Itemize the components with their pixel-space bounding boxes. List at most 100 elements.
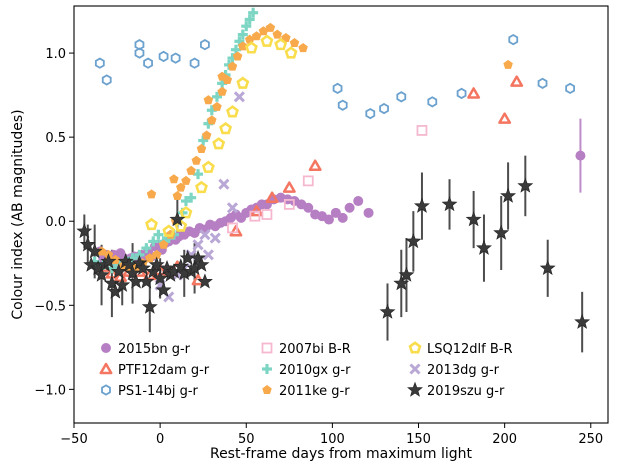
data-point	[196, 273, 213, 289]
data-point	[238, 41, 248, 51]
data-point	[162, 224, 176, 237]
x-tick-label: 250	[578, 432, 603, 447]
data-point	[248, 7, 259, 18]
data-point	[148, 256, 165, 272]
legend-label: 2011ke g-r	[279, 384, 350, 399]
y-axis-label: Colour index (AB magnitudes)	[10, 109, 26, 319]
data-point	[86, 243, 103, 259]
data-point	[203, 95, 214, 105]
data-point	[169, 211, 186, 227]
data-point	[565, 82, 575, 95]
data-point	[199, 229, 211, 241]
data-point	[227, 222, 238, 234]
data-point	[258, 26, 269, 36]
y-tick-label: 0.0	[45, 215, 66, 230]
data-point	[145, 217, 158, 231]
data-point	[498, 112, 512, 124]
data-point	[405, 233, 422, 249]
data-point	[226, 105, 239, 118]
data-point	[192, 239, 204, 251]
data-point	[93, 266, 110, 282]
data-point	[303, 202, 314, 213]
data-point	[134, 39, 145, 51]
data-point	[217, 71, 227, 81]
data-point	[517, 177, 534, 193]
data-point	[201, 130, 212, 140]
data-point	[456, 87, 467, 100]
legend-marker	[101, 343, 111, 353]
legend-label: 2015bn g-r	[118, 342, 191, 357]
data-point	[233, 91, 245, 103]
legend-marker	[262, 385, 272, 395]
data-point	[134, 47, 145, 59]
data-point	[476, 239, 492, 255]
data-point	[141, 243, 152, 254]
data-point	[124, 264, 141, 281]
legend-marker	[409, 363, 421, 375]
data-point	[500, 187, 517, 203]
x-tick-label: 50	[238, 432, 255, 447]
data-point	[289, 37, 300, 48]
data-point	[274, 37, 288, 51]
data-point	[174, 219, 188, 232]
data-point	[539, 259, 556, 276]
data-point	[282, 181, 296, 193]
data-point	[337, 212, 348, 223]
data-point	[236, 76, 250, 89]
y-tick-label: 1.0	[45, 47, 66, 62]
data-point	[283, 199, 295, 210]
legend-marker	[407, 381, 423, 397]
data-point	[143, 57, 153, 69]
data-point	[193, 256, 210, 272]
legend-label: LSQ12dlf B-R	[427, 342, 512, 357]
data-point	[237, 29, 248, 40]
data-point	[575, 150, 586, 161]
data-point	[265, 191, 279, 203]
data-point	[145, 253, 155, 263]
data-point	[217, 86, 227, 96]
legend-label: 2010gx g-r	[279, 363, 351, 378]
data-point	[141, 298, 158, 314]
data-point	[191, 155, 202, 165]
data-point	[261, 209, 273, 220]
data-point	[323, 214, 334, 225]
y-tick-label: 0.5	[45, 131, 66, 146]
data-point	[170, 52, 181, 64]
y-tick-label: −1.0	[34, 383, 66, 398]
data-point	[229, 225, 243, 237]
data-point	[510, 75, 524, 87]
data-point	[272, 29, 283, 39]
y-tick-label: −0.5	[34, 299, 66, 314]
data-point	[186, 165, 196, 175]
data-point	[332, 82, 343, 95]
legend-label: PS1-14bj g-r	[118, 384, 199, 399]
legend-label: 2019szu g-r	[427, 384, 505, 399]
data-point	[260, 34, 274, 47]
data-point	[159, 259, 175, 276]
axes	[73, 5, 609, 424]
data-point	[158, 50, 169, 63]
data-point	[250, 204, 264, 217]
data-point	[181, 175, 191, 185]
data-point	[172, 191, 183, 201]
data-point	[337, 99, 348, 111]
data-point	[232, 51, 243, 61]
data-point	[212, 137, 226, 150]
data-point	[427, 96, 438, 108]
data-point	[465, 211, 482, 227]
data-point	[330, 207, 341, 218]
data-point	[101, 74, 112, 86]
data-point	[134, 259, 151, 276]
data-point	[227, 61, 238, 71]
data-point	[201, 160, 215, 173]
data-point	[302, 175, 314, 187]
data-point	[226, 202, 239, 214]
data-point	[76, 222, 93, 239]
x-tick-label: 100	[320, 432, 345, 447]
data-point	[379, 102, 389, 115]
data-point	[158, 239, 169, 249]
data-point	[281, 32, 291, 42]
legend-label: 2013dg g-r	[427, 363, 500, 378]
data-point	[414, 197, 430, 213]
legend: 2015bn g-r PTF12dam g-r PS1-14bj g-r 2007bi…	[99, 341, 512, 399]
